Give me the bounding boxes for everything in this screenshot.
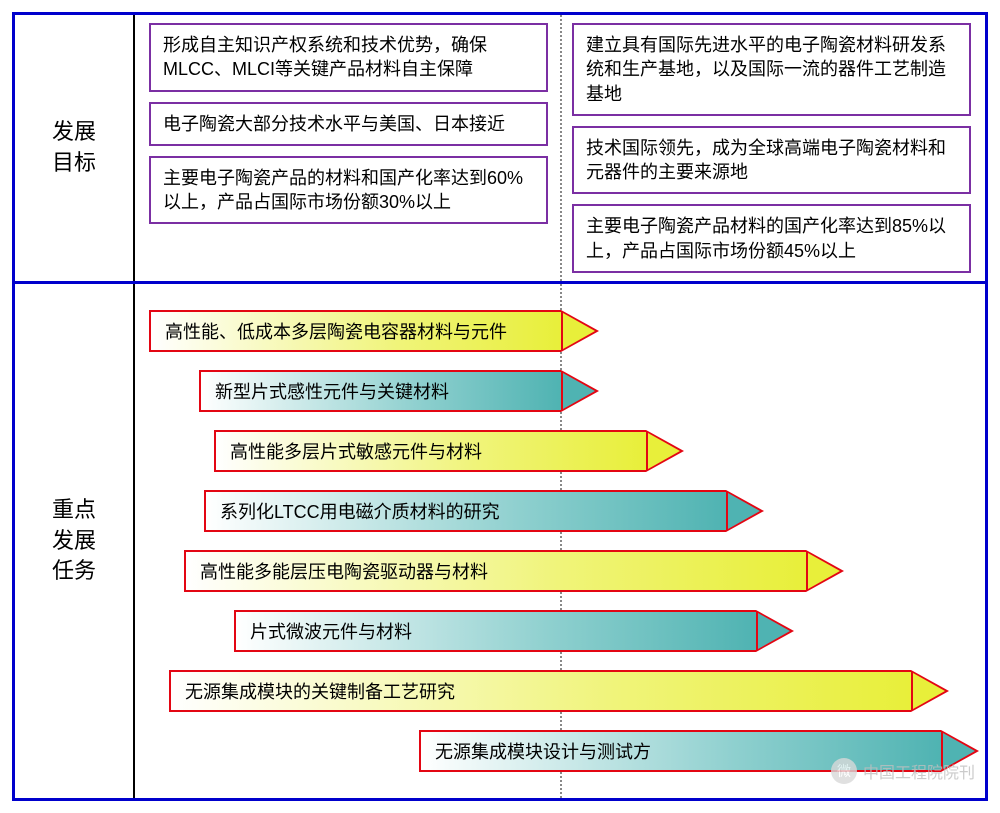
arrow-row: 片式微波元件与材料 [149, 610, 971, 652]
arrow-row: 高性能多能层压电陶瓷驱动器与材料 [149, 550, 971, 592]
task-arrow: 无源集成模块的关键制备工艺研究 [169, 670, 949, 712]
arrow-row: 无源集成模块设计与测试方 [149, 730, 971, 772]
goal-box: 主要电子陶瓷产品的材料和国产化率达到60%以上，产品占国际市场份额30%以上 [149, 156, 548, 225]
goals-label: 发展目标 [52, 117, 96, 179]
task-arrow: 无源集成模块设计与测试方 [419, 730, 979, 772]
tasks-label: 重点发展任务 [52, 495, 96, 587]
goals-left-col: 形成自主知识产权系统和技术优势，确保MLCC、MLCI等关键产品材料自主保障 电… [149, 23, 548, 273]
arrow-head-icon [806, 550, 844, 592]
arrow-head-icon [646, 430, 684, 472]
goals-content: 形成自主知识产权系统和技术优势，确保MLCC、MLCI等关键产品材料自主保障 电… [135, 15, 985, 281]
goals-label-cell: 发展目标 [15, 15, 135, 281]
arrow-row: 系列化LTCC用电磁介质材料的研究 [149, 490, 971, 532]
arrow-head-icon [941, 730, 979, 772]
tasks-content: 高性能、低成本多层陶瓷电容器材料与元件新型片式感性元件与关键材料高性能多层片式敏… [135, 284, 985, 798]
goal-box: 主要电子陶瓷产品材料的国产化率达到85%以上，产品占国际市场份额45%以上 [572, 204, 971, 273]
goals-divider [560, 15, 562, 281]
task-arrow: 高性能、低成本多层陶瓷电容器材料与元件 [149, 310, 599, 352]
task-arrow-label: 系列化LTCC用电磁介质材料的研究 [204, 490, 726, 532]
tasks-label-cell: 重点发展任务 [15, 284, 135, 798]
task-arrow: 系列化LTCC用电磁介质材料的研究 [204, 490, 764, 532]
goal-box: 建立具有国际先进水平的电子陶瓷材料研发系统和生产基地，以及国际一流的器件工艺制造… [572, 23, 971, 116]
task-arrow: 新型片式感性元件与关键材料 [199, 370, 599, 412]
arrow-head-icon [561, 310, 599, 352]
arrow-head-icon [726, 490, 764, 532]
task-arrow-label: 高性能、低成本多层陶瓷电容器材料与元件 [149, 310, 561, 352]
goal-box: 电子陶瓷大部分技术水平与美国、日本接近 [149, 102, 548, 146]
task-arrow-label: 无源集成模块设计与测试方 [419, 730, 941, 772]
task-arrow-label: 高性能多能层压电陶瓷驱动器与材料 [184, 550, 806, 592]
arrows-area: 高性能、低成本多层陶瓷电容器材料与元件新型片式感性元件与关键材料高性能多层片式敏… [149, 292, 971, 790]
task-arrow-label: 无源集成模块的关键制备工艺研究 [169, 670, 911, 712]
goals-right-col: 建立具有国际先进水平的电子陶瓷材料研发系统和生产基地，以及国际一流的器件工艺制造… [572, 23, 971, 273]
arrow-head-icon [561, 370, 599, 412]
task-arrow-label: 新型片式感性元件与关键材料 [199, 370, 561, 412]
diagram-frame: 发展目标 形成自主知识产权系统和技术优势，确保MLCC、MLCI等关键产品材料自… [12, 12, 988, 801]
task-arrow-label: 片式微波元件与材料 [234, 610, 756, 652]
task-arrow: 高性能多层片式敏感元件与材料 [214, 430, 684, 472]
arrow-row: 高性能多层片式敏感元件与材料 [149, 430, 971, 472]
row-goals: 发展目标 形成自主知识产权系统和技术优势，确保MLCC、MLCI等关键产品材料自… [15, 15, 985, 281]
arrow-row: 高性能、低成本多层陶瓷电容器材料与元件 [149, 310, 971, 352]
row-tasks: 重点发展任务 高性能、低成本多层陶瓷电容器材料与元件新型片式感性元件与关键材料高… [15, 281, 985, 798]
goal-box: 形成自主知识产权系统和技术优势，确保MLCC、MLCI等关键产品材料自主保障 [149, 23, 548, 92]
arrow-row: 无源集成模块的关键制备工艺研究 [149, 670, 971, 712]
task-arrow: 高性能多能层压电陶瓷驱动器与材料 [184, 550, 844, 592]
arrow-head-icon [911, 670, 949, 712]
task-arrow-label: 高性能多层片式敏感元件与材料 [214, 430, 646, 472]
task-arrow: 片式微波元件与材料 [234, 610, 794, 652]
arrow-row: 新型片式感性元件与关键材料 [149, 370, 971, 412]
goal-box: 技术国际领先，成为全球高端电子陶瓷材料和元器件的主要来源地 [572, 126, 971, 195]
arrow-head-icon [756, 610, 794, 652]
